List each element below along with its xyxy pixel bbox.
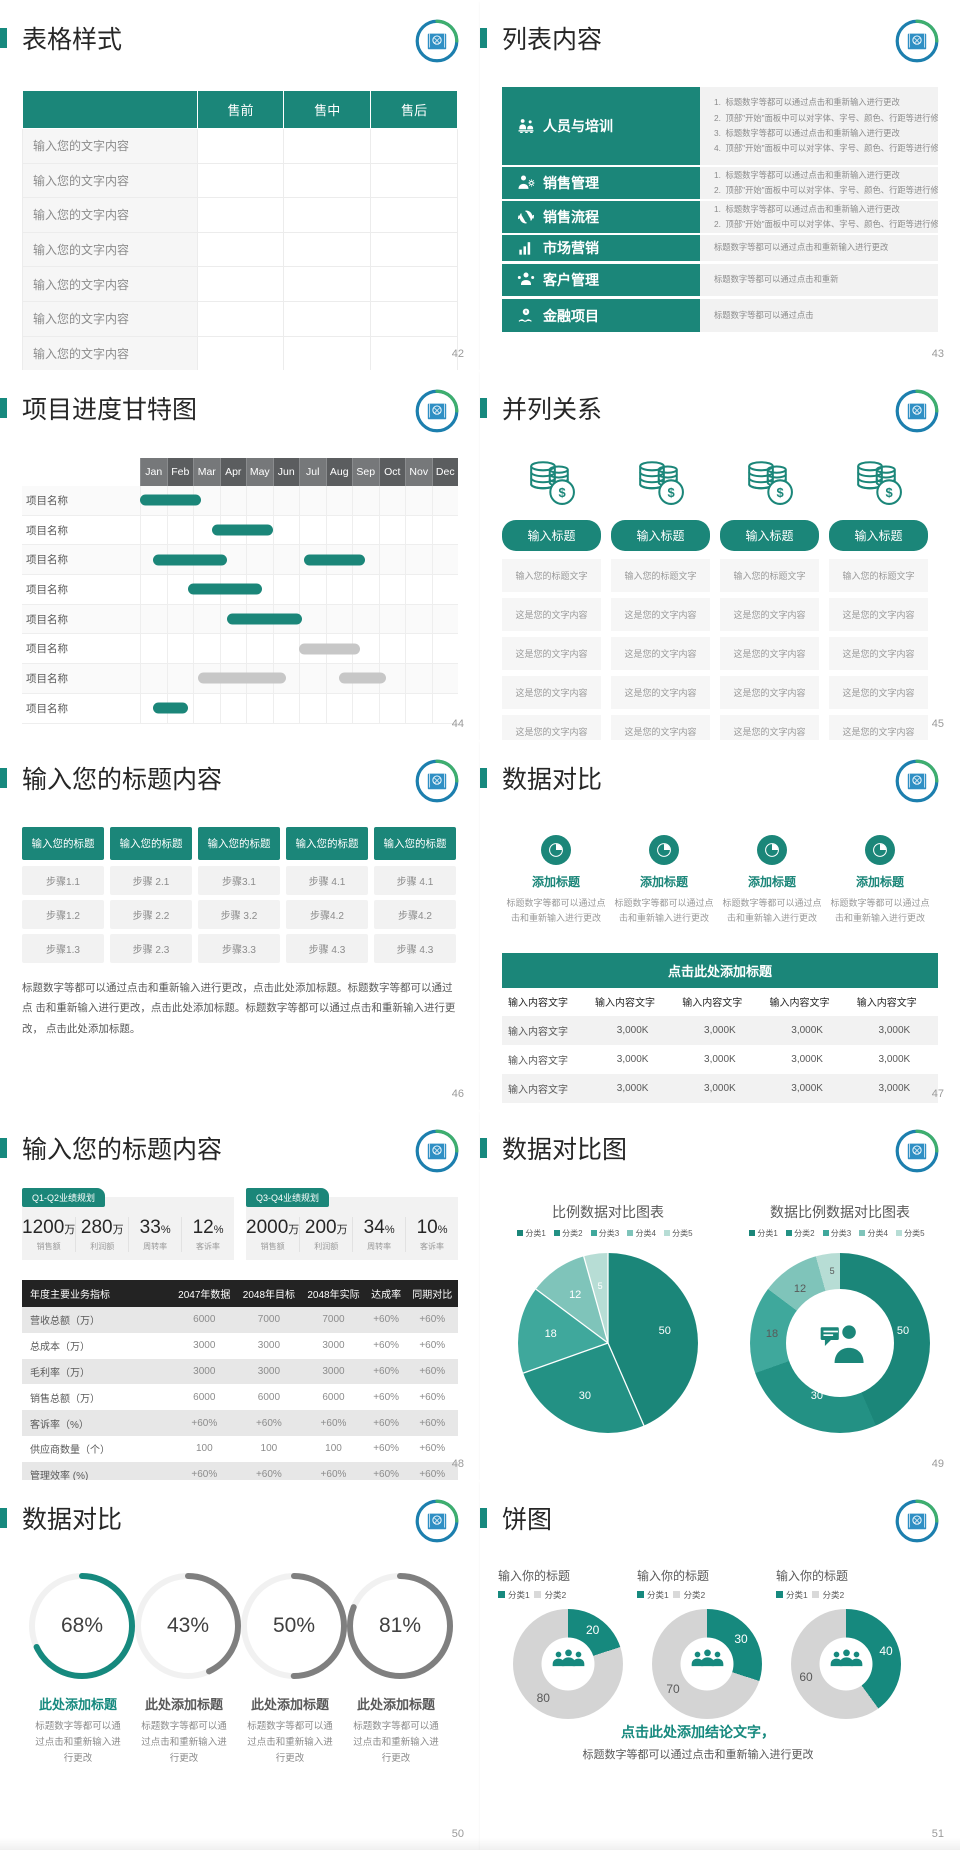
svg-text:$: $ xyxy=(667,485,674,500)
svg-text:$: $ xyxy=(558,485,565,500)
svg-text:$: $ xyxy=(885,485,892,500)
svg-text:¥: ¥ xyxy=(525,310,527,314)
svg-text:$: $ xyxy=(776,485,783,500)
